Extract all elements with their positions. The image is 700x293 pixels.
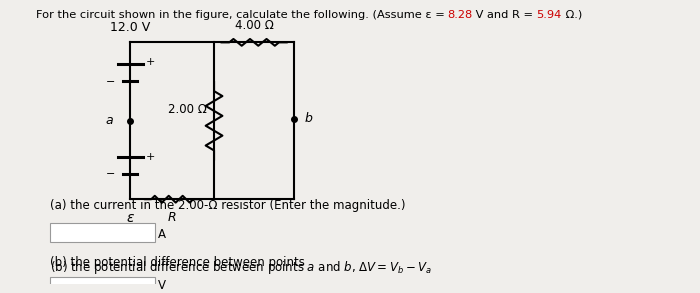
Text: V: V <box>158 279 167 292</box>
Text: R: R <box>168 210 176 224</box>
Text: 8.28: 8.28 <box>447 10 473 20</box>
Text: +: + <box>146 152 155 162</box>
Text: (b) the potential difference between points: (b) the potential difference between poi… <box>50 256 309 269</box>
Text: For the circuit shown in the figure, calculate the following. (Assume ε =: For the circuit shown in the figure, cal… <box>36 10 449 20</box>
Text: +: + <box>146 57 155 67</box>
FancyBboxPatch shape <box>50 277 155 293</box>
Text: V and R =: V and R = <box>472 10 537 20</box>
Text: ε: ε <box>127 210 134 224</box>
Text: Ω.): Ω.) <box>561 10 582 20</box>
Text: −: − <box>106 169 115 179</box>
Text: a: a <box>105 114 113 127</box>
Text: (a) the current in the 2.00-Ω resistor (Enter the magnitude.): (a) the current in the 2.00-Ω resistor (… <box>50 199 406 212</box>
Text: 4.00 Ω: 4.00 Ω <box>234 19 274 33</box>
Text: (b) the potential difference between points $a$ and $b$, $\Delta V = V_b - V_a$: (b) the potential difference between poi… <box>50 258 432 275</box>
Text: −: − <box>106 77 115 87</box>
Text: 2.00 Ω: 2.00 Ω <box>168 103 207 116</box>
FancyBboxPatch shape <box>50 223 155 242</box>
Text: b: b <box>304 112 313 125</box>
Text: 12.0 V: 12.0 V <box>111 21 150 34</box>
Text: 5.94: 5.94 <box>536 10 562 20</box>
Text: A: A <box>158 228 167 241</box>
